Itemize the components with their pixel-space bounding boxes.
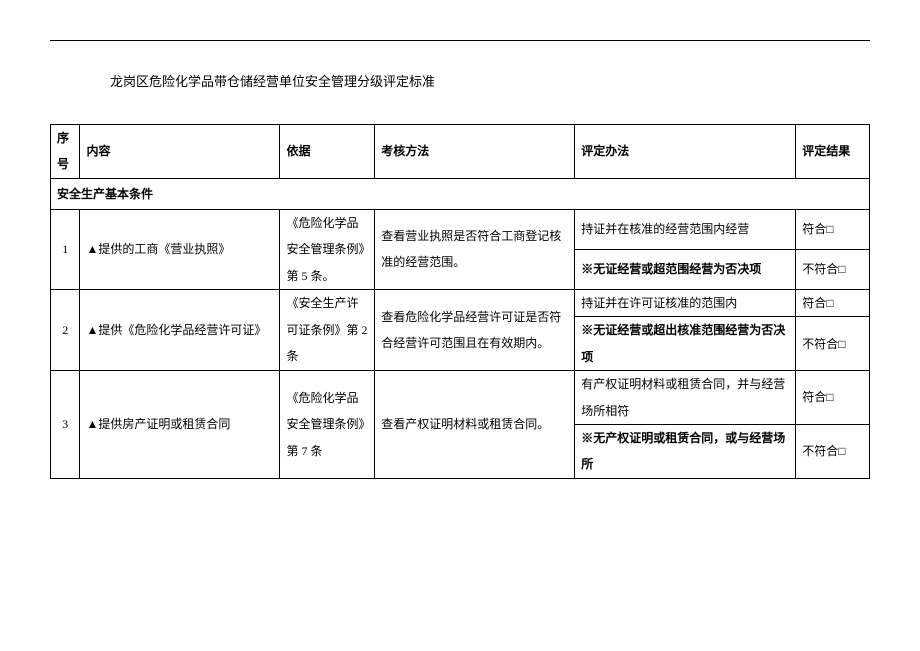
content-cell: ▲提供的工商《营业执照》 — [80, 209, 280, 289]
evaluation-table: 序号 内容 依据 考核方法 评定办法 评定结果 安全生产基本条件 1 ▲提供的工… — [50, 124, 870, 479]
result-cell: 不符合□ — [796, 317, 870, 371]
method-cell: 查看产权证明材料或租赁合同。 — [375, 371, 575, 479]
hdr-result: 评定结果 — [796, 125, 870, 179]
hdr-method: 考核方法 — [375, 125, 575, 179]
table-row: 1 ▲提供的工商《营业执照》 《危险化学品安全管理条例》第 5 条。 查看营业执… — [51, 209, 870, 249]
method-cell: 查看危险化学品经营许可证是否符合经营许可范围且在有效期内。 — [375, 289, 575, 370]
basis-cell: 《安全生产许可证条例》第 2 条 — [280, 289, 375, 370]
table-row: 2 ▲提供《危险化学品经营许可证》 《安全生产许可证条例》第 2 条 查看危险化… — [51, 289, 870, 316]
hdr-content: 内容 — [80, 125, 280, 179]
seq-cell: 1 — [51, 209, 80, 289]
document-page: 龙岗区危险化学品带仓储经营单位安全管理分级评定标准 序号 内容 依据 考核方法 … — [0, 0, 920, 651]
result-cell: 符合□ — [796, 289, 870, 316]
section-row: 安全生产基本条件 — [51, 178, 870, 209]
eval-cell: ※无产权证明或租赁合同，或与经营场所 — [575, 424, 796, 478]
hdr-seq: 序号 — [51, 125, 80, 179]
content-cell: ▲提供《危险化学品经营许可证》 — [80, 289, 280, 370]
seq-cell: 3 — [51, 371, 80, 479]
hdr-basis: 依据 — [280, 125, 375, 179]
basis-cell: 《危险化学品安全管理条例》第 5 条。 — [280, 209, 375, 289]
seq-cell: 2 — [51, 289, 80, 370]
eval-cell: ※无证经营或超范围经营为否决项 — [575, 249, 796, 289]
basis-cell: 《危险化学品安全管理条例》第 7 条 — [280, 371, 375, 479]
eval-cell: 有产权证明材料或租赁合同，并与经营场所相符 — [575, 371, 796, 425]
eval-cell: ※无证经营或超出核准范围经营为否决项 — [575, 317, 796, 371]
document-title: 龙岗区危险化学品带仓储经营单位安全管理分级评定标准 — [110, 71, 870, 90]
content-cell: ▲提供房产证明或租赁合同 — [80, 371, 280, 479]
eval-cell: 持证并在核准的经营范围内经营 — [575, 209, 796, 249]
method-cell: 查看营业执照是否符合工商登记核准的经营范围。 — [375, 209, 575, 289]
top-rule — [50, 40, 870, 41]
result-cell: 符合□ — [796, 209, 870, 249]
table-row: 3 ▲提供房产证明或租赁合同 《危险化学品安全管理条例》第 7 条 查看产权证明… — [51, 371, 870, 425]
eval-cell: 持证并在许可证核准的范围内 — [575, 289, 796, 316]
section-title: 安全生产基本条件 — [51, 178, 870, 209]
result-cell: 不符合□ — [796, 249, 870, 289]
table-header: 序号 内容 依据 考核方法 评定办法 评定结果 — [51, 125, 870, 179]
result-cell: 不符合□ — [796, 424, 870, 478]
result-cell: 符合□ — [796, 371, 870, 425]
hdr-evaluation: 评定办法 — [575, 125, 796, 179]
